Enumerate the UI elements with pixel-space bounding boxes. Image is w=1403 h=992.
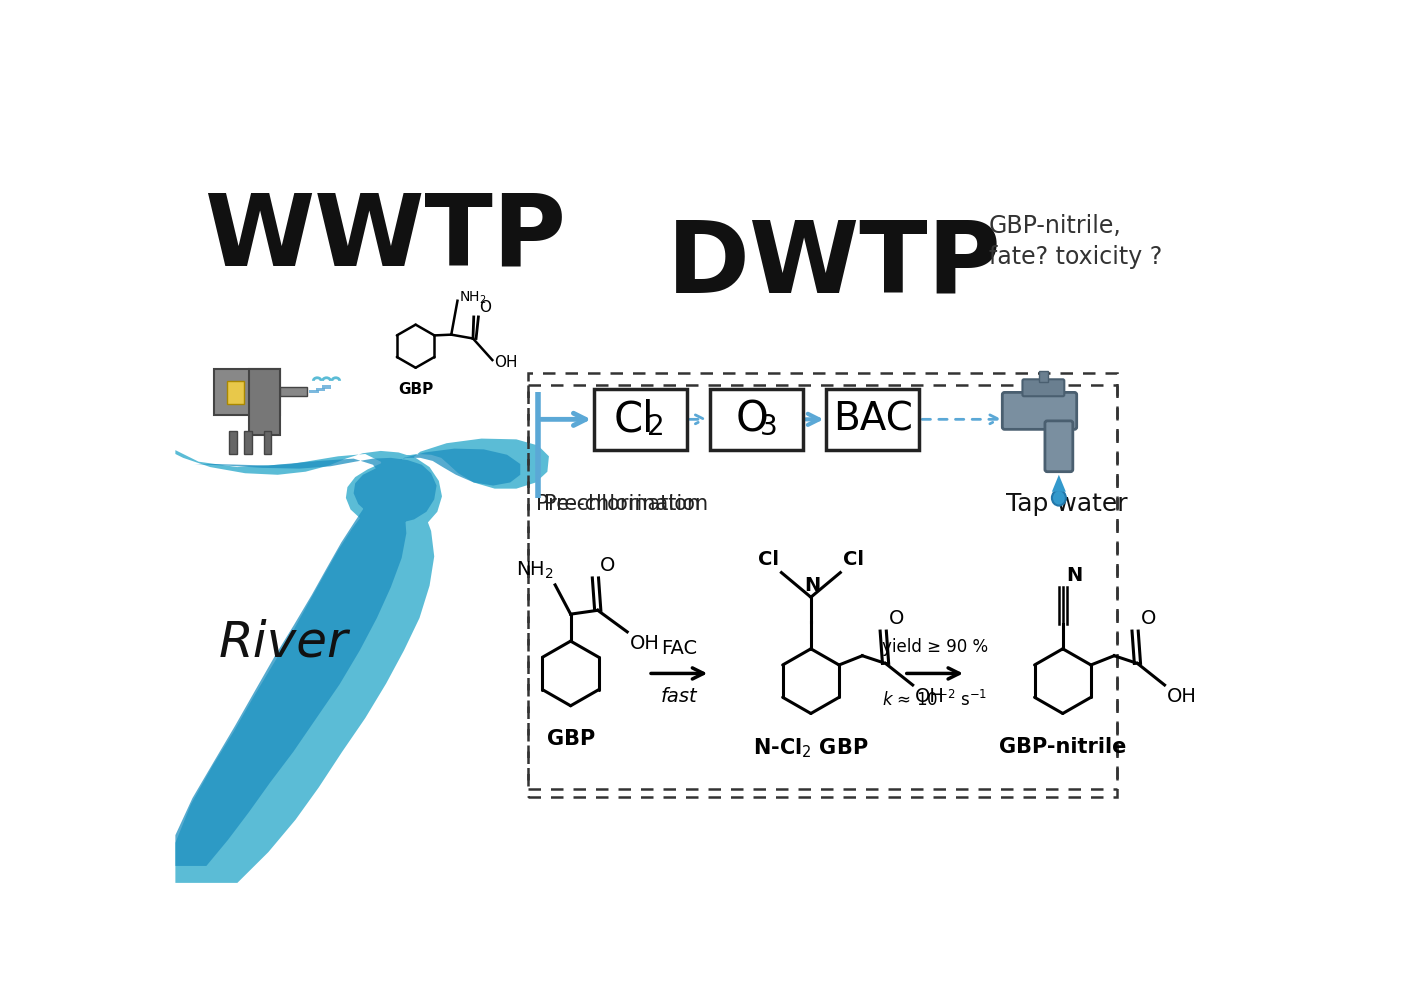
Polygon shape <box>1052 475 1066 492</box>
Text: OH: OH <box>494 355 518 370</box>
Text: FAC: FAC <box>661 639 697 658</box>
Polygon shape <box>175 438 549 883</box>
Text: BAC: BAC <box>833 401 913 438</box>
Text: O: O <box>600 556 616 575</box>
Text: N: N <box>804 576 821 595</box>
Ellipse shape <box>1052 490 1066 506</box>
Text: River: River <box>219 619 348 667</box>
Text: Pre-chlorination: Pre-chlorination <box>543 494 707 514</box>
Bar <box>229 431 237 454</box>
Text: Tap water: Tap water <box>1006 492 1128 516</box>
Bar <box>528 373 1117 797</box>
Bar <box>248 369 281 434</box>
Text: O: O <box>888 609 904 628</box>
Text: OH: OH <box>630 634 659 653</box>
Text: 3: 3 <box>760 413 777 441</box>
Bar <box>826 389 919 450</box>
Text: GBP: GBP <box>398 382 434 397</box>
FancyBboxPatch shape <box>1045 421 1073 472</box>
Text: GBP-nitrile: GBP-nitrile <box>999 737 1127 757</box>
Text: N: N <box>1066 565 1083 585</box>
Text: O: O <box>735 399 769 440</box>
Text: OH: OH <box>1167 687 1197 706</box>
Text: Cl: Cl <box>615 399 654 440</box>
Text: fast: fast <box>661 687 697 706</box>
Text: Cl: Cl <box>843 551 864 569</box>
FancyArrow shape <box>321 386 331 389</box>
Text: Cl: Cl <box>758 551 779 569</box>
FancyBboxPatch shape <box>1023 379 1065 396</box>
Bar <box>281 387 307 396</box>
Text: 2: 2 <box>647 413 665 441</box>
Text: NH$_2$: NH$_2$ <box>459 290 487 307</box>
Bar <box>227 381 244 404</box>
Polygon shape <box>175 448 521 866</box>
Text: fate? toxicity ?: fate? toxicity ? <box>989 245 1162 269</box>
Bar <box>593 389 687 450</box>
Text: Pre-chlorination: Pre-chlorination <box>536 494 700 514</box>
Text: O: O <box>1141 609 1156 628</box>
Text: $k$ ≈ 10$^{-2}$ s$^{-1}$: $k$ ≈ 10$^{-2}$ s$^{-1}$ <box>882 690 988 710</box>
FancyArrow shape <box>316 388 325 391</box>
Text: WWTP: WWTP <box>203 189 565 287</box>
Bar <box>215 369 281 416</box>
Bar <box>244 431 253 454</box>
Bar <box>710 389 803 450</box>
FancyBboxPatch shape <box>1002 393 1076 430</box>
Text: NH$_2$: NH$_2$ <box>516 559 554 581</box>
FancyArrow shape <box>310 390 318 393</box>
Text: GBP: GBP <box>547 729 595 749</box>
Text: OH: OH <box>915 687 944 706</box>
Text: DWTP: DWTP <box>666 217 1002 313</box>
Bar <box>264 431 271 454</box>
Text: GBP-nitrile,: GBP-nitrile, <box>989 214 1122 238</box>
Text: yield ≥ 90 %: yield ≥ 90 % <box>882 639 988 657</box>
Bar <box>1038 371 1048 382</box>
Text: N-Cl$_2$ GBP: N-Cl$_2$ GBP <box>753 737 868 760</box>
Text: O: O <box>480 300 491 314</box>
